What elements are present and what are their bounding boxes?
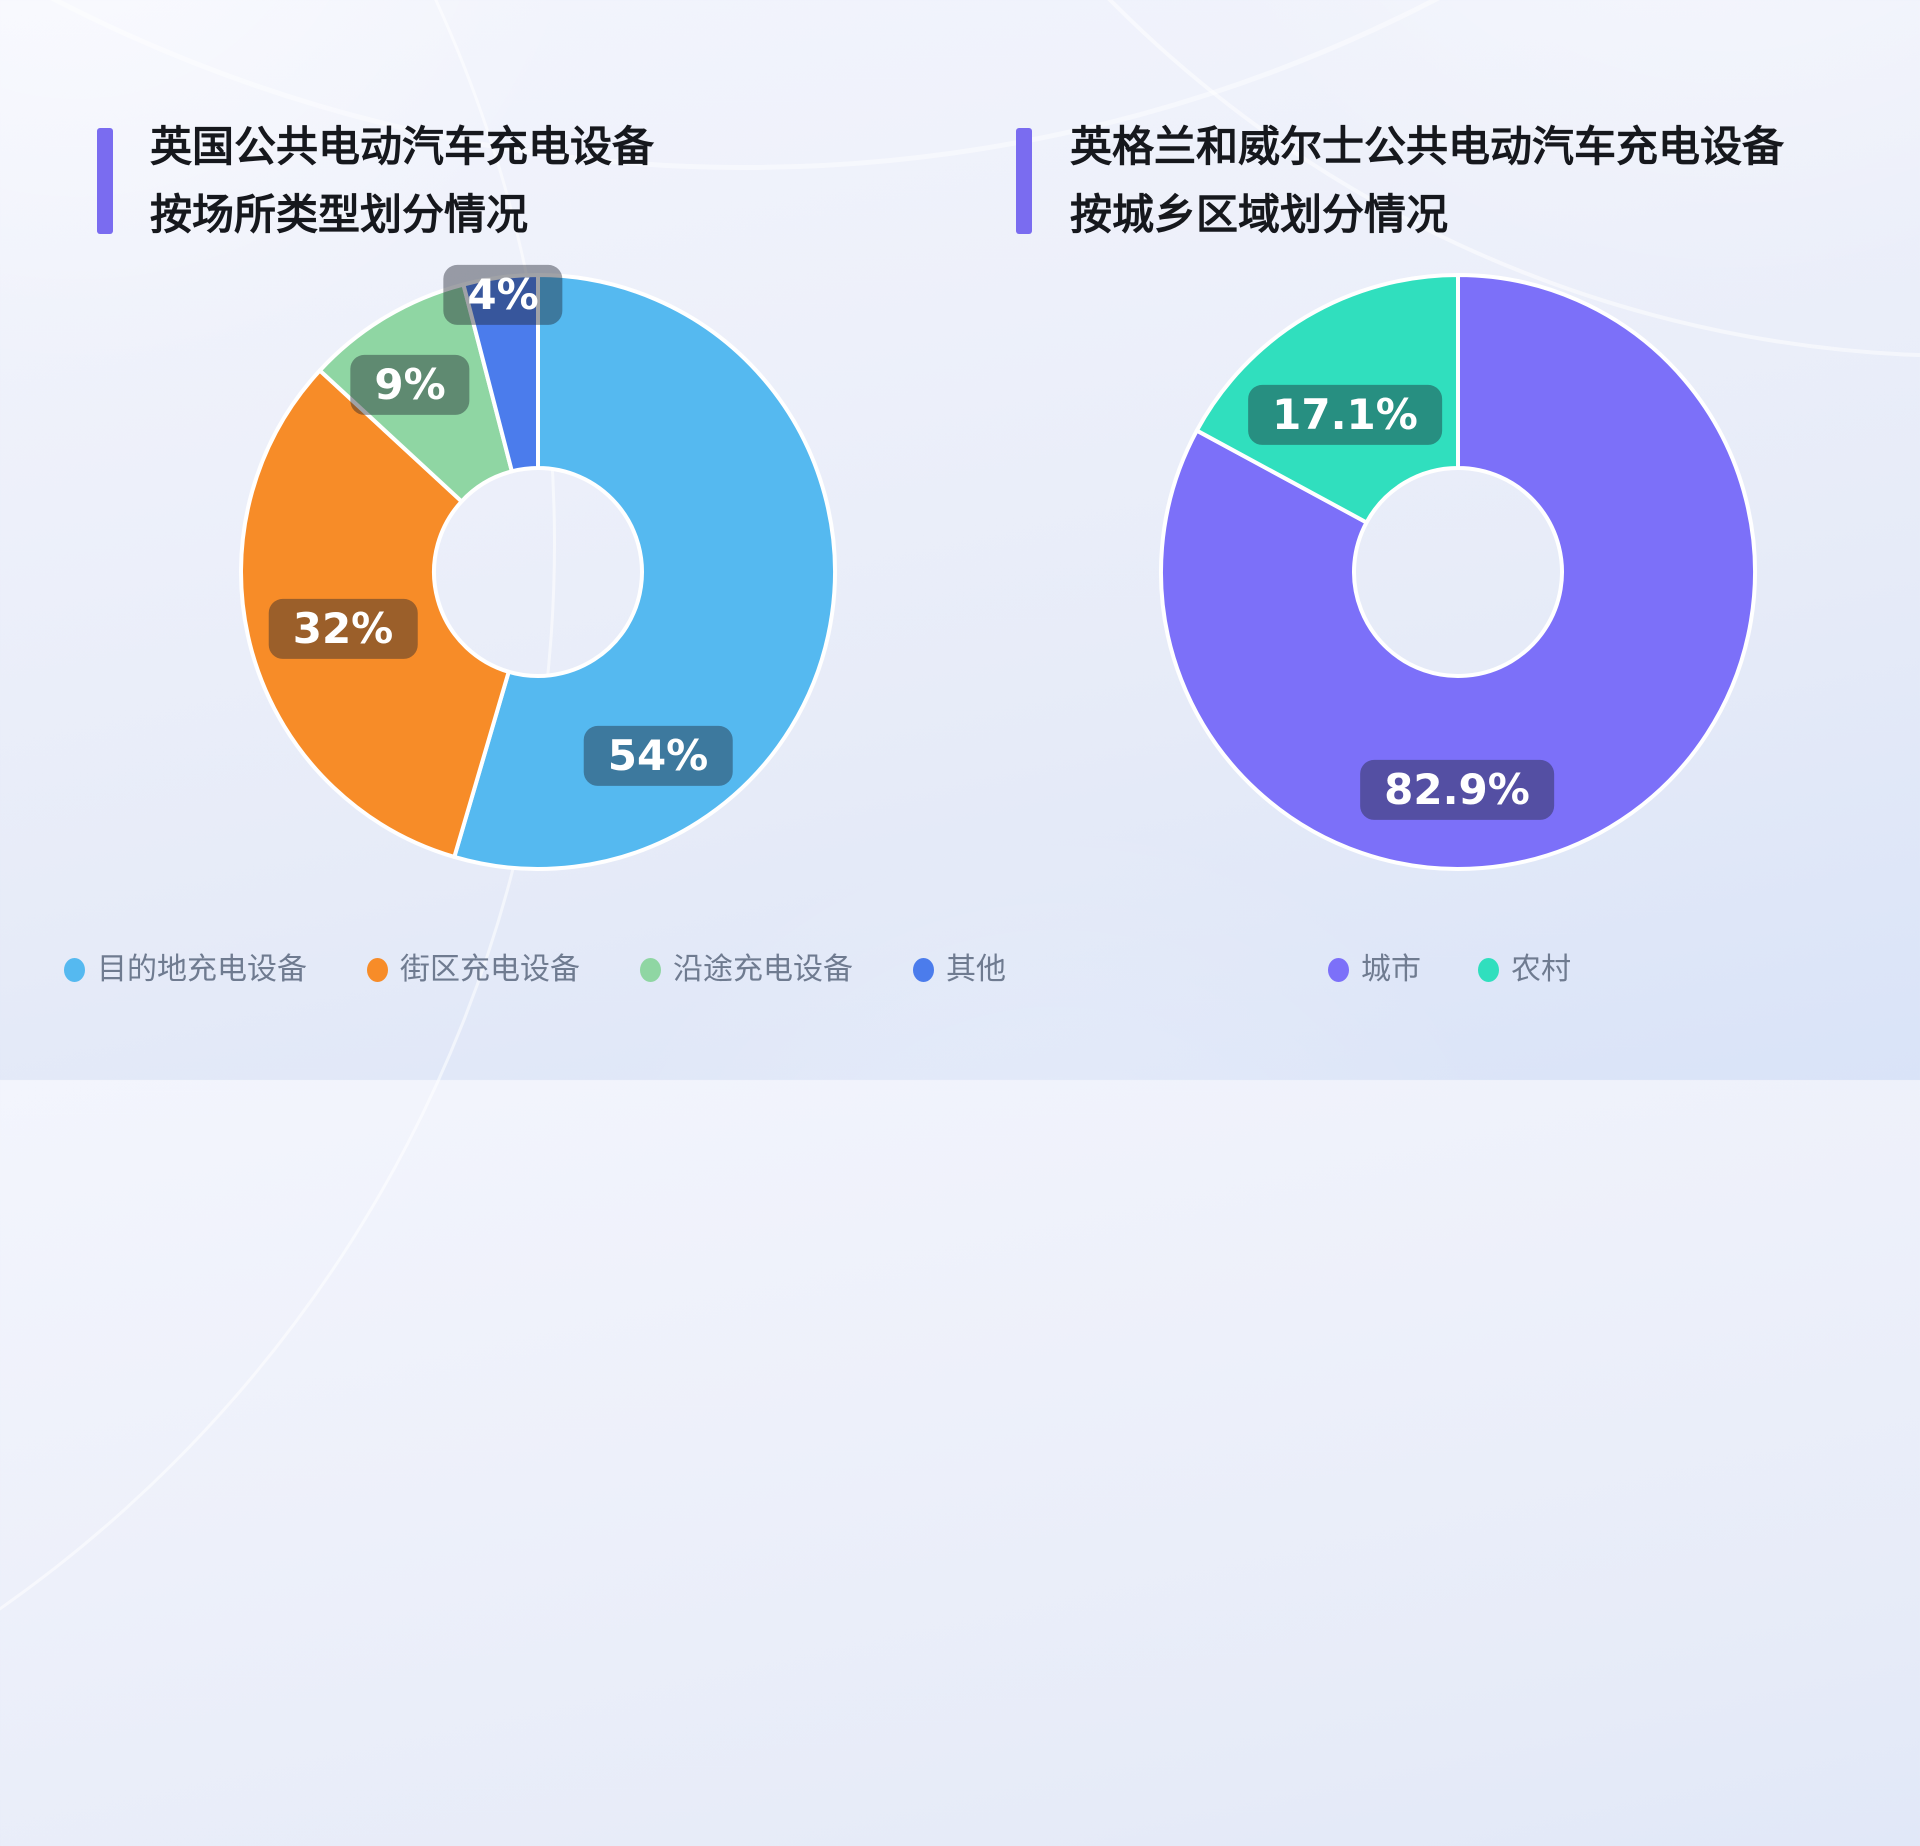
legend-dot-icon bbox=[1328, 958, 1349, 982]
legend-label: 城市 bbox=[1361, 953, 1421, 986]
left-title-accent-bar bbox=[97, 128, 113, 234]
right-title-accent-bar bbox=[1016, 128, 1032, 234]
donut-slice bbox=[239, 368, 511, 859]
legend-item: 其他 bbox=[913, 955, 1006, 985]
donut-slice bbox=[461, 273, 540, 474]
slice-percentage-badge: 32% bbox=[268, 598, 418, 660]
legend-dot-icon bbox=[367, 958, 388, 982]
left-donut-chart: 54% 32% 9% 4% bbox=[218, 252, 858, 892]
legend-item: 目的地充电设备 bbox=[64, 955, 307, 985]
slice-percentage-badge: 54% bbox=[583, 725, 733, 787]
legend-dot-icon bbox=[640, 958, 661, 982]
right-chart-title-line2: 按城乡区域划分情况 bbox=[1070, 193, 1449, 240]
legend-item: 沿途充电设备 bbox=[640, 955, 853, 985]
right-donut-chart: 82.9% 17.1% bbox=[1138, 252, 1778, 892]
legend-label: 农村 bbox=[1511, 953, 1571, 986]
donut-slice bbox=[1194, 273, 1460, 525]
legend-item: 农村 bbox=[1478, 955, 1571, 985]
left-chart-legend: 目的地充电设备 街区充电设备 沿途充电设备 其他 bbox=[64, 953, 1006, 987]
left-chart-title-line2: 按场所类型划分情况 bbox=[150, 193, 529, 240]
right-chart-title: 英格兰和威尔士公共电动汽车充电设备 按城乡区域划分情况 bbox=[1070, 114, 1784, 250]
legend-dot-icon bbox=[913, 958, 934, 982]
slice-percentage-badge: 4% bbox=[443, 264, 563, 326]
right-chart-legend: 城市 农村 bbox=[1328, 953, 1571, 987]
donut-slice bbox=[452, 273, 837, 871]
donut-svg bbox=[239, 273, 837, 871]
slice-percentage-badge: 82.9% bbox=[1360, 759, 1554, 821]
donut-slice bbox=[1159, 273, 1757, 871]
legend-label: 目的地充电设备 bbox=[97, 953, 307, 986]
legend-dot-icon bbox=[64, 958, 85, 982]
right-chart-title-line1: 英格兰和威尔士公共电动汽车充电设备 bbox=[1070, 125, 1785, 171]
legend-item: 街区充电设备 bbox=[367, 955, 580, 985]
legend-label: 其他 bbox=[946, 953, 1006, 986]
legend-label: 街区充电设备 bbox=[400, 953, 580, 986]
left-chart-title-line1: 英国公共电动汽车充电设备 bbox=[150, 125, 655, 171]
donut-slice bbox=[317, 282, 514, 504]
left-chart-title: 英国公共电动汽车充电设备 按场所类型划分情况 bbox=[150, 114, 654, 250]
slice-percentage-badge: 17.1% bbox=[1248, 384, 1442, 446]
donut-svg bbox=[1159, 273, 1757, 871]
slice-percentage-badge: 9% bbox=[350, 354, 470, 416]
legend-dot-icon bbox=[1478, 958, 1499, 982]
legend-label: 沿途充电设备 bbox=[673, 953, 853, 986]
legend-item: 城市 bbox=[1328, 955, 1421, 985]
